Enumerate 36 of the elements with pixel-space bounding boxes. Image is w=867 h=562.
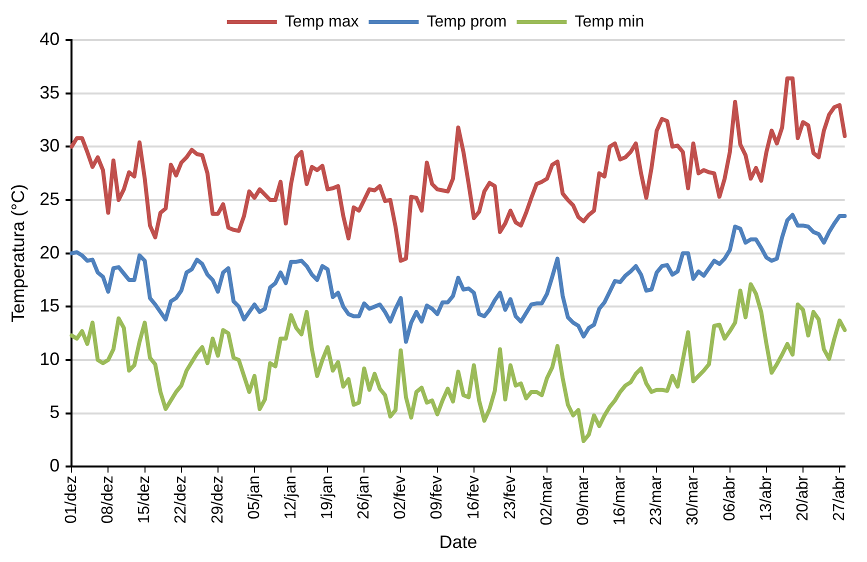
x-tick-label: 16/fev [465, 476, 482, 520]
x-tick-label: 05/jan [246, 476, 263, 520]
y-tick-label: 40 [40, 28, 60, 49]
y-tick-label: 0 [50, 456, 60, 476]
x-tick-label: 26/jan [356, 476, 373, 520]
x-tick-label: 22/dez [172, 476, 190, 524]
x-tick-label: 01/dez [63, 476, 80, 524]
y-tick-label: 5 [50, 402, 60, 422]
x-tick-label: 19/jan [319, 476, 336, 520]
x-tick-label: 08/dez [100, 476, 117, 524]
y-tick-label: 35 [40, 82, 60, 102]
x-tick-label: 09/mar [574, 474, 592, 526]
legend-label: Temp min [574, 13, 644, 30]
y-tick-label: 20 [40, 242, 60, 262]
x-tick-label: 02/mar [538, 474, 556, 526]
x-tick-label: 16/mar [612, 474, 629, 526]
x-tick-label: 06/abr [721, 474, 738, 521]
x-tick-label: 09/fev [428, 476, 446, 520]
x-tick-label: 13/abr [758, 474, 775, 521]
x-tick-label: 29/dez [209, 476, 226, 524]
y-tick-label: 25 [40, 188, 60, 209]
y-axis-title: Temperatura (°C) [8, 184, 28, 322]
x-tick-label: 12/jan [282, 476, 300, 520]
y-tick-label: 15 [40, 296, 60, 316]
legend-label: Temp prom [426, 13, 507, 30]
y-tick-label: 30 [40, 136, 60, 156]
x-tick-label: 20/abr [794, 474, 812, 521]
y-tick-label: 10 [40, 348, 60, 369]
x-tick-label: 15/dez [136, 476, 154, 524]
legend-label: Temp max [284, 13, 359, 30]
x-tick-label: 02/fev [392, 476, 410, 520]
x-tick-label: 30/mar [684, 474, 702, 526]
x-tick-label: 27/abr [830, 474, 848, 521]
x-axis-title: Date [439, 532, 478, 552]
x-tick-label: 23/mar [648, 474, 666, 526]
x-tick-label: 23/fev [502, 476, 519, 520]
